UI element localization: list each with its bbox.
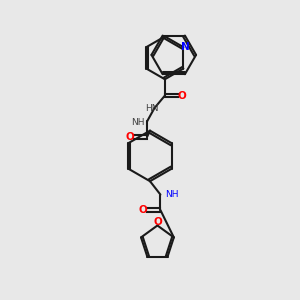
Text: N: N [182, 42, 190, 52]
Text: O: O [177, 91, 186, 100]
Text: O: O [139, 205, 148, 215]
Text: NH: NH [165, 190, 178, 199]
Text: HN: HN [145, 103, 158, 112]
Text: O: O [125, 132, 134, 142]
Text: NH: NH [131, 118, 145, 127]
Text: O: O [153, 217, 162, 227]
